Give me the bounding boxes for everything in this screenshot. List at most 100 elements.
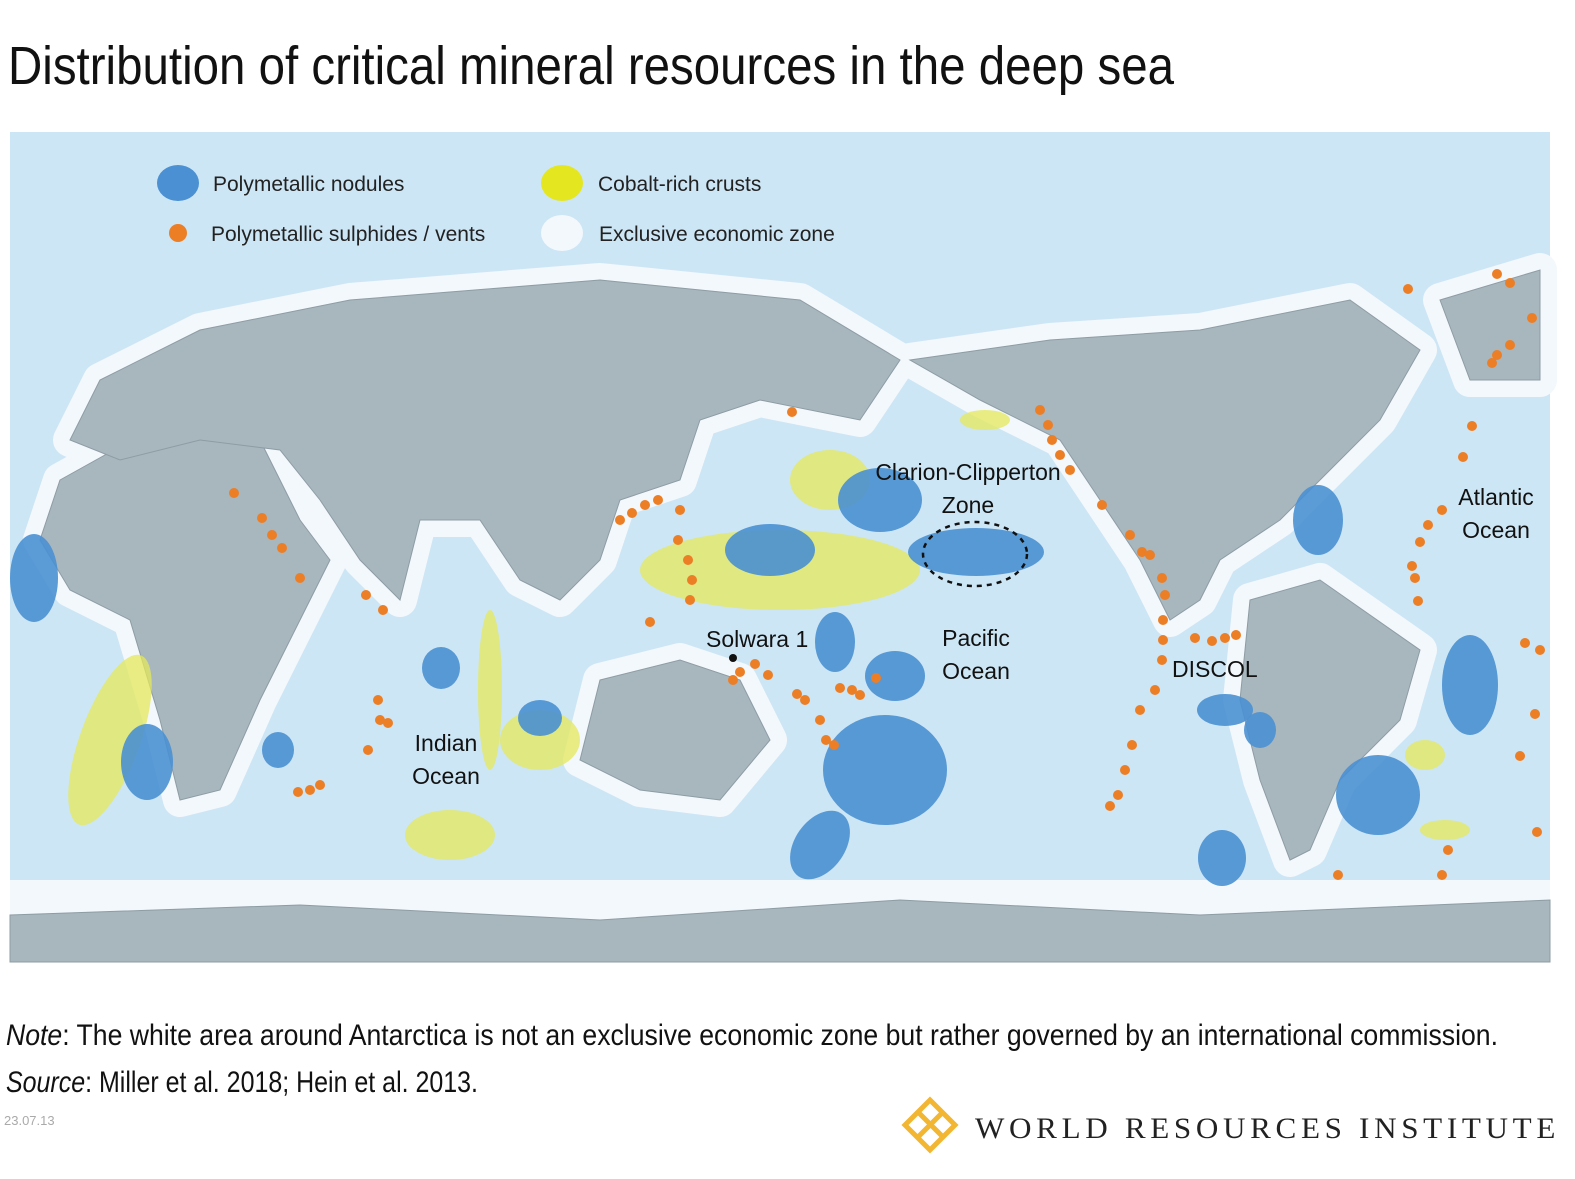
date: 23.07.13 [4,1113,55,1128]
vent [627,508,637,518]
vent [1047,435,1057,445]
vent [1157,573,1167,583]
vent [1190,633,1200,643]
vent [1035,405,1045,415]
legend-label: Polymetallic nodules [213,173,404,196]
vent [1487,358,1497,368]
vent [1413,596,1423,606]
vent [1097,500,1107,510]
solwara-marker [729,654,737,662]
vent [835,683,845,693]
vent [1160,590,1170,600]
map-label: Pacific Ocean [942,625,1010,684]
vent [315,780,325,790]
vent [1505,278,1515,288]
map-label: Atlantic Ocean [1458,484,1533,543]
vent [1158,635,1168,645]
vent [871,673,881,683]
vent [363,745,373,755]
vent [1158,615,1168,625]
logo-icon [901,1096,959,1154]
vent [728,675,738,685]
vent [277,543,287,553]
vent [653,495,663,505]
vent [1137,547,1147,557]
legend-label: Exclusive economic zone [599,223,835,246]
vent [1065,465,1075,475]
map-label-line: Solwara 1 [706,626,808,652]
vent [685,595,695,605]
source-text: : Miller et al. 2018; Hein et al. 2013. [85,1066,478,1099]
north-america [908,299,1421,621]
eurasia [69,279,901,601]
source: Source: Miller et al. 2018; Hein et al. … [6,1066,478,1099]
vent [1423,520,1433,530]
vent [1145,550,1155,560]
vent [1530,709,1540,719]
map: Clarion-Clipperton Zone Atlantic Ocean Pacif… [9,132,1557,963]
vent [847,685,857,695]
map-label-line: Indian [415,730,478,756]
map-label-line: DISCOL [1172,656,1258,682]
legend-label: Cobalt-rich crusts [598,173,761,196]
note-label: Note [6,1019,62,1052]
vent [1515,751,1525,761]
vent [1532,827,1542,837]
africa [39,429,331,801]
vent [1105,801,1115,811]
legend-swatch [169,224,187,242]
vent [229,488,239,498]
vent [687,575,697,585]
title: Distribution of critical mineral resourc… [8,36,1175,96]
antarctica [9,899,1551,963]
vent [1443,845,1453,855]
vents [229,269,1545,880]
vent [1055,450,1065,460]
vent [615,515,625,525]
vent [645,617,655,627]
map-label: Clarion-Clipperton Zone [875,459,1060,518]
vent [1231,630,1241,640]
vent [1458,452,1468,462]
legend-swatch [157,165,199,201]
vent [378,605,388,615]
vent [815,715,825,725]
map-label-line: Ocean [942,658,1010,684]
source-label: Source [6,1066,85,1099]
vent [1207,636,1217,646]
vent [1520,638,1530,648]
crusts [68,410,1470,860]
vent [750,659,760,669]
vent [1157,655,1167,665]
vent [1125,530,1135,540]
vent [1150,685,1160,695]
vent [1535,645,1545,655]
vent [1492,269,1502,279]
vent [1120,765,1130,775]
vent [1410,573,1420,583]
map-label-line: Ocean [1462,517,1530,543]
vent [257,513,267,523]
vent [305,785,315,795]
vent [640,500,650,510]
vent [1437,870,1447,880]
vent [1127,740,1137,750]
vent [1407,561,1417,571]
vent [675,505,685,515]
map-label-line: Zone [942,492,994,518]
map-label-line: Ocean [412,763,480,789]
note: Note: The white area around Antarctica i… [6,1019,1498,1052]
vent [800,695,810,705]
vent [1113,790,1123,800]
vent [1505,340,1515,350]
vent [1043,420,1053,430]
vent [375,715,385,725]
vent [1135,705,1145,715]
vent [683,555,693,565]
map-label-line: Clarion-Clipperton [875,459,1060,485]
vent [383,718,393,728]
vent [1527,313,1537,323]
vent [1333,870,1343,880]
vent [1220,633,1230,643]
